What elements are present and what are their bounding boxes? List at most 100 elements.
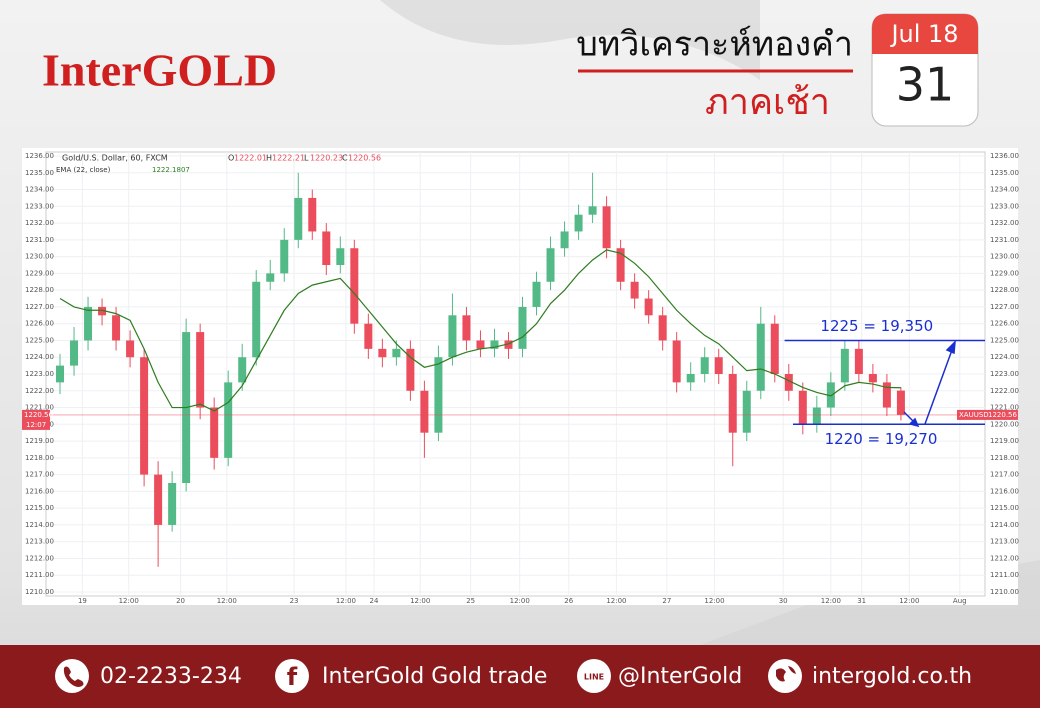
candle-body (882, 382, 891, 408)
last-price-tag (985, 409, 1018, 420)
x-tick-label: 23 (290, 597, 299, 605)
candle-body (168, 483, 177, 525)
x-tick-label: 30 (779, 597, 788, 605)
y-tick-label-left: 1216.00 (25, 487, 54, 495)
candle-body (84, 306, 93, 341)
candle-body (560, 231, 569, 249)
last-time-label: 12:07 (26, 421, 46, 429)
candle-body (294, 197, 303, 240)
arrow-head (945, 340, 956, 355)
y-tick-label: 1218.00 (990, 454, 1019, 462)
candle-body (658, 315, 667, 341)
x-tick-label: 31 (857, 597, 866, 605)
symbol-tag (957, 409, 985, 420)
y-tick-label-left: 1233.00 (25, 202, 54, 210)
candle-body (448, 315, 457, 358)
candle-body (252, 281, 261, 358)
candle-body (826, 382, 835, 408)
y-tick-label-left: 1230.00 (25, 253, 54, 261)
y-tick-label-left: 1213.00 (25, 538, 54, 546)
y-tick-label-left: 1210.00 (25, 588, 54, 596)
y-tick-label: 1214.00 (990, 521, 1019, 529)
candle-body (700, 357, 709, 374)
line-glyph: LINE (584, 673, 604, 682)
candle-body (714, 357, 723, 374)
candle-body (532, 281, 541, 307)
candle-body (770, 323, 779, 374)
y-tick-label: 1227.00 (990, 303, 1019, 311)
line-icon (577, 659, 611, 693)
candle-body (140, 357, 149, 475)
candle-body (490, 340, 499, 349)
website: intergold.co.th (812, 664, 972, 689)
candle-body (840, 348, 849, 383)
x-tick-label: 12:00 (821, 597, 841, 605)
candle-body (896, 390, 905, 415)
facebook-glyph: f (287, 663, 298, 691)
candle-body (238, 357, 247, 383)
y-tick-label-left: 1235.00 (25, 169, 54, 177)
x-tick-label: 24 (369, 597, 378, 605)
y-tick-label: 1216.00 (990, 487, 1019, 495)
facebook: InterGold Gold trade (322, 664, 547, 689)
candle-body (392, 348, 401, 358)
projection-arrows (903, 340, 956, 428)
candle-body (686, 374, 695, 383)
ohlc-value: 1222.21 (272, 154, 305, 163)
candle-body (266, 273, 275, 282)
y-tick-label: 1215.00 (990, 504, 1019, 512)
candle-body (322, 231, 331, 265)
y-tick-label-left: 1219.00 (25, 437, 54, 445)
last-price-label-left: 1220.56 (24, 411, 53, 419)
y-tick-label: 1231.00 (990, 236, 1019, 244)
y-tick-label-left: 1228.00 (25, 286, 54, 294)
ema-legend-value: 1222.1807 (152, 166, 190, 174)
candle-body (350, 248, 359, 324)
x-tick-label: 12:00 (336, 597, 356, 605)
y-tick-label: 1217.00 (990, 471, 1019, 479)
last-price-label: 1220.56 (988, 411, 1017, 419)
y-tick-label: 1232.00 (990, 219, 1019, 227)
y-tick-label-left: 1231.00 (25, 236, 54, 244)
subtitle: ภาคเช้า (705, 82, 830, 123)
candle-body (434, 357, 443, 433)
ohlc-value: 1222.01 (234, 154, 267, 163)
candle-body (602, 206, 611, 249)
x-tick-label: 12:00 (510, 597, 530, 605)
candle-body (588, 206, 597, 215)
facebook-icon (275, 659, 309, 693)
y-tick-label: 1220.00 (990, 420, 1019, 428)
logo: InterGOLD (42, 45, 277, 96)
y-tick-label-left: 1212.00 (25, 554, 54, 562)
y-tick-label-left: 1218.00 (25, 454, 54, 462)
y-tick-label-left: 1211.00 (25, 571, 54, 579)
ohlc-value: 1220.23 (310, 154, 343, 163)
candle-body (854, 348, 863, 374)
calendar-top (872, 14, 978, 54)
candle-body (476, 340, 485, 349)
ohlc-value: 1220.56 (348, 154, 381, 163)
arrow-head (908, 417, 920, 428)
candle-body (224, 382, 233, 458)
chart-title: Gold/U.S. Dollar, 60, FXCM (62, 154, 168, 163)
chart: 1210.00 1210.00 1211.00 1211.00 1212.00 1212.… (22, 151, 1019, 605)
candle-body (308, 197, 317, 232)
level-label: 1220 = 19,270 (825, 430, 938, 448)
candle-body (630, 281, 639, 299)
calendar-day: 31 (896, 58, 955, 112)
y-tick-label: 1219.00 (990, 437, 1019, 445)
candle-body (742, 390, 751, 433)
x-tick-label: 27 (662, 597, 671, 605)
candle-body (336, 248, 345, 265)
y-tick-label-left: 1236.00 (25, 152, 54, 160)
candle-body (420, 390, 429, 433)
x-tick-label: 19 (78, 597, 87, 605)
y-tick-label-left: 1221.00 (25, 404, 54, 412)
ohlc-prefix: H (266, 154, 272, 163)
candle-body (280, 239, 289, 274)
candle-body (154, 474, 163, 525)
x-tick-label: 26 (564, 597, 573, 605)
y-tick-label-left: 1214.00 (25, 521, 54, 529)
footer (0, 645, 1040, 708)
ema-line (59, 249, 901, 412)
